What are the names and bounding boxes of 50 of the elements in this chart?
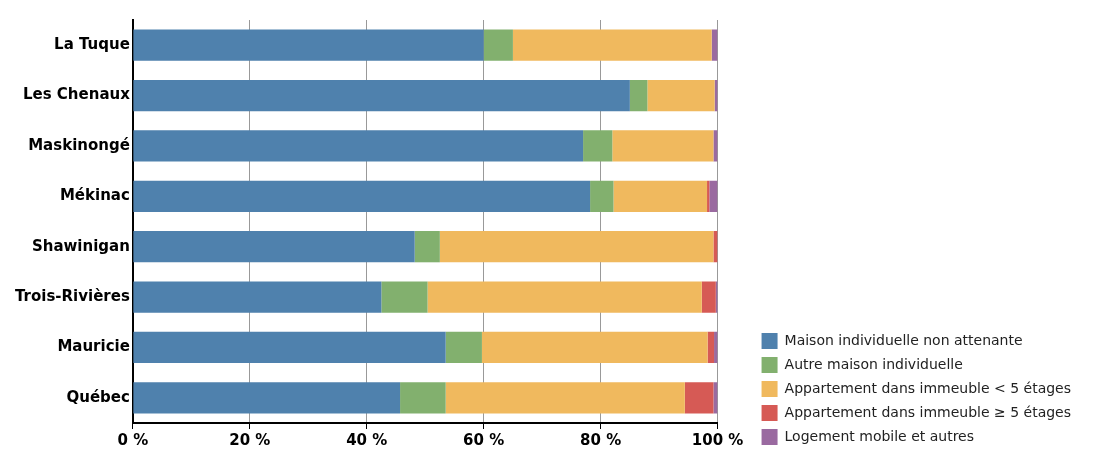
bar: [133, 382, 401, 414]
y-tick-label: Trois-Rivières: [14, 286, 130, 305]
y-tick-label: Mékinac: [59, 186, 130, 205]
bar: [684, 382, 714, 414]
legend-label: Appartement dans immeuble ≥ 5 étages: [784, 403, 1072, 420]
bar: [133, 29, 484, 61]
y-tick-label: Maskinongé: [28, 135, 130, 154]
bar: [583, 130, 613, 162]
bar: [439, 231, 714, 263]
bar: [613, 180, 708, 212]
bar: [713, 382, 718, 414]
bar: [400, 382, 446, 414]
legend-label: Maison individuelle non attenante: [784, 331, 1023, 348]
bar: [481, 331, 708, 364]
bar: [133, 130, 584, 162]
x-tick-label: 60 %: [463, 430, 505, 449]
y-tick-label: Les Chenaux: [22, 85, 131, 104]
x-tick-label: 0 %: [117, 430, 149, 449]
y-tick-label: La Tuque: [54, 35, 130, 54]
x-tick-label: 100 %: [691, 430, 744, 449]
bar: [414, 231, 440, 263]
y-tick-label: Shawinigan: [31, 236, 130, 255]
bar: [445, 382, 685, 414]
bar: [707, 331, 715, 364]
y-tick-label: Québec: [66, 387, 130, 406]
bar: [133, 281, 382, 313]
x-tick-label: 20 %: [229, 430, 271, 449]
y-tick-label: Mauricie: [57, 337, 130, 356]
bar: [590, 180, 614, 212]
bar: [133, 79, 630, 112]
bar: [133, 231, 415, 263]
bar: [512, 29, 712, 61]
legend-label: Appartement dans immeuble < 5 étages: [784, 379, 1072, 396]
bar: [647, 79, 715, 112]
bar: [133, 180, 591, 212]
bar: [701, 281, 716, 313]
x-tick-label: 40 %: [346, 430, 388, 449]
bar: [381, 281, 428, 313]
bar: [713, 130, 718, 162]
bar: [709, 180, 718, 212]
bar: [133, 331, 446, 364]
bar: [612, 130, 714, 162]
bar: [629, 79, 648, 112]
x-tick-label: 80 %: [580, 430, 622, 449]
bar: [483, 29, 513, 61]
legend-label: Autre maison individuelle: [784, 355, 963, 372]
bar: [713, 231, 718, 263]
legend-label: Logement mobile et autres: [784, 427, 975, 444]
bar: [427, 281, 702, 313]
bar: [445, 331, 482, 364]
